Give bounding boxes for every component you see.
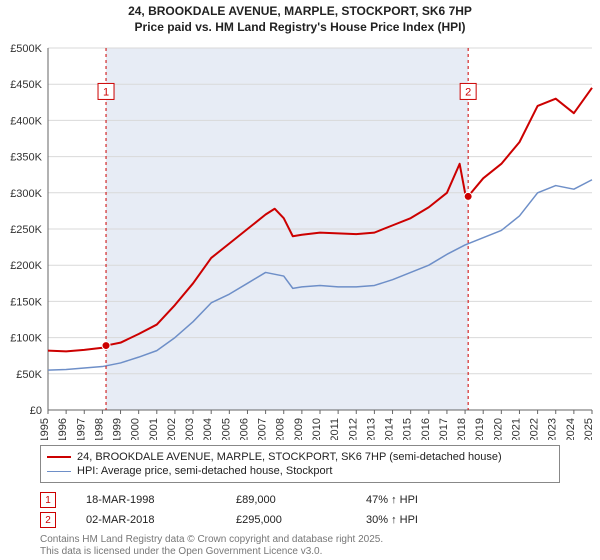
legend-swatch	[47, 471, 71, 472]
svg-text:2006: 2006	[238, 418, 250, 440]
legend-label: 24, BROOKDALE AVENUE, MARPLE, STOCKPORT,…	[77, 451, 502, 463]
svg-text:£150K: £150K	[10, 296, 42, 308]
legend-item: 24, BROOKDALE AVENUE, MARPLE, STOCKPORT,…	[47, 450, 553, 464]
footer-line1: Contains HM Land Registry data © Crown c…	[40, 534, 383, 546]
svg-text:£300K: £300K	[10, 188, 42, 200]
svg-text:1995: 1995	[39, 418, 51, 440]
svg-text:1996: 1996	[57, 418, 69, 440]
svg-text:2005: 2005	[220, 418, 232, 440]
marker-row: 1 18-MAR-1998 £89,000 47% ↑ HPI	[40, 490, 560, 510]
svg-text:2001: 2001	[148, 418, 160, 440]
marker-badge: 2	[40, 512, 56, 528]
svg-text:2010: 2010	[311, 418, 323, 440]
marker-badge: 1	[40, 492, 56, 508]
legend-swatch	[47, 456, 71, 458]
svg-text:£500K: £500K	[10, 43, 42, 55]
footer-line2: This data is licensed under the Open Gov…	[40, 546, 383, 558]
svg-text:1: 1	[103, 86, 109, 98]
svg-text:2017: 2017	[438, 418, 450, 440]
marker-table: 1 18-MAR-1998 £89,000 47% ↑ HPI 2 02-MAR…	[40, 490, 560, 530]
svg-text:2012: 2012	[347, 418, 359, 440]
svg-text:2014: 2014	[384, 418, 396, 440]
svg-text:2022: 2022	[529, 418, 541, 440]
marker-row: 2 02-MAR-2018 £295,000 30% ↑ HPI	[40, 510, 560, 530]
svg-text:2016: 2016	[420, 418, 432, 440]
svg-text:2008: 2008	[275, 418, 287, 440]
svg-text:2020: 2020	[492, 418, 504, 440]
chart-title-line1: 24, BROOKDALE AVENUE, MARPLE, STOCKPORT,…	[0, 4, 600, 20]
chart-title-block: 24, BROOKDALE AVENUE, MARPLE, STOCKPORT,…	[0, 0, 600, 35]
svg-text:2024: 2024	[565, 418, 577, 440]
legend-label: HPI: Average price, semi-detached house,…	[77, 465, 332, 477]
svg-text:2015: 2015	[402, 418, 414, 440]
svg-text:£100K: £100K	[10, 333, 42, 345]
chart-title-line2: Price paid vs. HM Land Registry's House …	[0, 20, 600, 36]
footer-note: Contains HM Land Registry data © Crown c…	[40, 534, 383, 558]
svg-text:2002: 2002	[166, 418, 178, 440]
svg-text:£200K: £200K	[10, 260, 42, 272]
svg-text:2011: 2011	[329, 418, 341, 440]
svg-text:2019: 2019	[474, 418, 486, 440]
svg-text:2013: 2013	[365, 418, 377, 440]
svg-text:1999: 1999	[112, 418, 124, 440]
marker-date: 02-MAR-2018	[86, 514, 206, 526]
svg-text:1997: 1997	[75, 418, 87, 440]
svg-text:£400K: £400K	[10, 115, 42, 127]
svg-text:2: 2	[465, 86, 471, 98]
svg-text:£250K: £250K	[10, 224, 42, 236]
svg-text:£50K: £50K	[16, 369, 42, 381]
svg-text:2004: 2004	[202, 418, 214, 440]
svg-text:£350K: £350K	[10, 152, 42, 164]
svg-text:2025: 2025	[583, 418, 595, 440]
marker-pct: 30% ↑ HPI	[366, 514, 466, 526]
svg-text:2007: 2007	[257, 418, 269, 440]
svg-text:2000: 2000	[130, 418, 142, 440]
svg-text:2021: 2021	[510, 418, 522, 440]
legend: 24, BROOKDALE AVENUE, MARPLE, STOCKPORT,…	[40, 445, 560, 483]
svg-text:2023: 2023	[547, 418, 559, 440]
svg-text:£450K: £450K	[10, 79, 42, 91]
svg-text:1998: 1998	[93, 418, 105, 440]
svg-text:2009: 2009	[293, 418, 305, 440]
svg-text:2018: 2018	[456, 418, 468, 440]
marker-price: £295,000	[236, 514, 336, 526]
svg-text:£0: £0	[30, 405, 42, 417]
marker-pct: 47% ↑ HPI	[366, 494, 466, 506]
marker-date: 18-MAR-1998	[86, 494, 206, 506]
chart-svg: £0 £50K £100K £150K £200K £250K £300K £350K £400…	[0, 40, 600, 440]
chart: £0 £50K £100K £150K £200K £250K £300K £350K £400…	[0, 40, 600, 440]
svg-text:2003: 2003	[184, 418, 196, 440]
legend-item: HPI: Average price, semi-detached house,…	[47, 464, 553, 478]
marker-price: £89,000	[236, 494, 336, 506]
